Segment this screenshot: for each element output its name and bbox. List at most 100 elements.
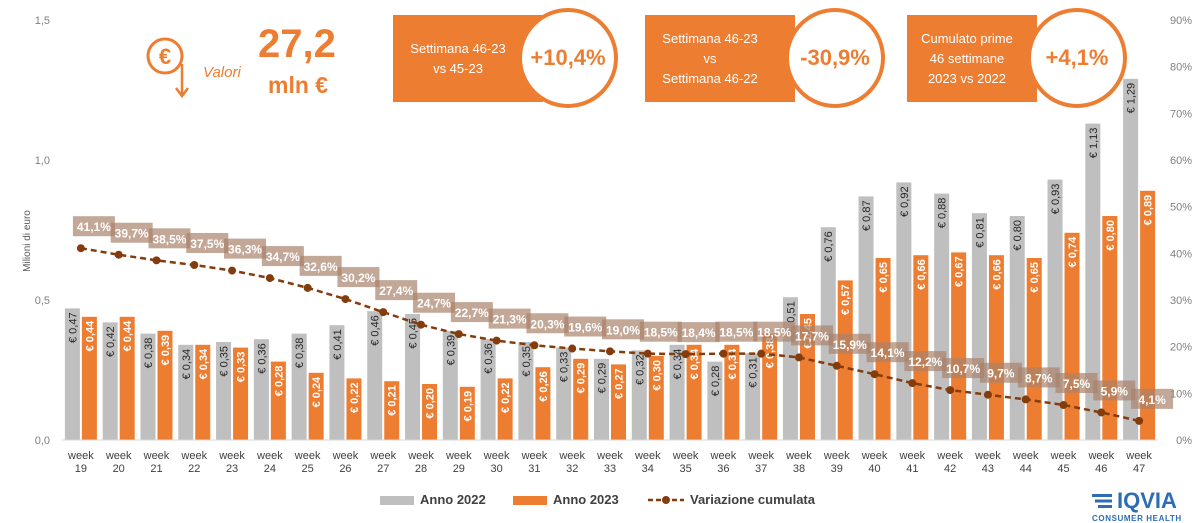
cumulative-label-box bbox=[942, 358, 985, 379]
cumulative-label-box bbox=[526, 313, 569, 334]
bar-2023-label: € 0,22 bbox=[500, 382, 512, 413]
kpi-cumulative-label-2: 46 settimane bbox=[929, 50, 1005, 66]
x-tick-prefix: week bbox=[634, 450, 661, 462]
y-axis-title: Milioni di euro bbox=[22, 210, 33, 272]
bar-2023 bbox=[686, 344, 702, 440]
bar-2022 bbox=[64, 308, 80, 440]
x-tick-label: 45 bbox=[1057, 463, 1069, 475]
cumulative-point bbox=[794, 353, 803, 362]
y2-tick-label: 30% bbox=[1170, 295, 1192, 307]
x-tick-label: 19 bbox=[75, 463, 87, 475]
cumulative-label-box bbox=[979, 362, 1022, 383]
logo-name: IQVIA bbox=[1117, 488, 1177, 513]
bar-2023-label: € 0,66 bbox=[991, 259, 1003, 290]
bar-2023 bbox=[195, 344, 211, 440]
x-tick-label: 31 bbox=[528, 463, 540, 475]
bar-2022 bbox=[442, 330, 458, 440]
bar-2023-label: € 0,65 bbox=[1029, 262, 1041, 293]
cumulative-label-box bbox=[261, 246, 304, 267]
bar-2023-label: € 0,28 bbox=[273, 366, 285, 397]
kpi-cumulative-label-3: 2023 vs 2022 bbox=[927, 70, 1007, 86]
bar-2022-label: € 0,42 bbox=[105, 326, 117, 357]
bar-2022-label: € 0,36 bbox=[483, 343, 495, 374]
bar-2023-label: € 0,30 bbox=[651, 360, 663, 391]
cumulative-point bbox=[870, 370, 879, 379]
cumulative-label-box bbox=[413, 292, 456, 313]
cumulative-label: 36,3% bbox=[228, 243, 262, 257]
bar-2023 bbox=[951, 252, 967, 440]
cumulative-label: 7,5% bbox=[1063, 377, 1091, 391]
y2-tick-label: 0% bbox=[1176, 435, 1192, 447]
bar-2022-label: € 0,81 bbox=[974, 217, 986, 248]
x-tick-label: 43 bbox=[982, 463, 994, 475]
bar-2022-label: € 0,34 bbox=[672, 349, 684, 380]
x-tick-prefix: week bbox=[407, 450, 434, 462]
x-tick-prefix: week bbox=[672, 450, 699, 462]
cumulative-label-box bbox=[866, 342, 909, 363]
bar-2023-label: € 0,44 bbox=[122, 320, 134, 351]
bar-2023 bbox=[308, 372, 324, 440]
cumulative-label-box bbox=[904, 351, 947, 372]
bar-2022 bbox=[858, 196, 874, 440]
svg-text:€: € bbox=[159, 44, 171, 69]
euro-down-arrow-icon: € bbox=[146, 37, 189, 99]
x-tick-prefix: week bbox=[180, 450, 207, 462]
kpi-yoy-box: Settimana 46-23 vs Settimana 46-22 bbox=[645, 15, 795, 102]
bar-2023-label: € 0,33 bbox=[236, 352, 248, 383]
cumulative-label: 10,7% bbox=[946, 362, 980, 376]
cumulative-label-box bbox=[564, 316, 607, 337]
cumulative-point bbox=[530, 341, 539, 350]
y-tick-label: 0,0 bbox=[35, 435, 50, 447]
y2-tick-label: 20% bbox=[1170, 342, 1192, 354]
bar-2023 bbox=[422, 384, 438, 440]
bar-2022 bbox=[367, 311, 383, 440]
bar-2023 bbox=[724, 344, 740, 440]
x-tick-prefix: week bbox=[974, 450, 1001, 462]
x-tick-prefix: week bbox=[936, 450, 963, 462]
bar-2022 bbox=[518, 342, 534, 440]
bar-2023 bbox=[648, 356, 664, 440]
header-value: 27,2 bbox=[258, 22, 336, 66]
cumulative-label-box bbox=[299, 255, 342, 276]
bar-2023-label: € 0,34 bbox=[198, 348, 210, 379]
bar-2022 bbox=[1085, 123, 1101, 440]
bar-2022-label: € 0,34 bbox=[181, 349, 193, 380]
x-tick-prefix: week bbox=[1125, 450, 1152, 462]
cumulative-label: 9,7% bbox=[987, 367, 1015, 381]
bar-2023 bbox=[573, 358, 589, 440]
cumulative-point bbox=[303, 283, 312, 292]
bar-2023 bbox=[346, 378, 362, 440]
x-tick-prefix: week bbox=[823, 450, 850, 462]
bar-2023-label: € 0,24 bbox=[311, 376, 323, 407]
bar-2023 bbox=[837, 280, 853, 440]
cumulative-point bbox=[341, 295, 350, 304]
bar-2023 bbox=[459, 386, 475, 440]
bar-2022 bbox=[934, 193, 950, 440]
bar-2022 bbox=[405, 314, 421, 440]
cumulative-label: 18,5% bbox=[757, 326, 791, 340]
x-tick-label: 44 bbox=[1020, 463, 1032, 475]
cumulative-label-box bbox=[488, 308, 531, 329]
x-tick-prefix: week bbox=[294, 450, 321, 462]
cumulative-point bbox=[454, 330, 463, 339]
bars-layer bbox=[64, 78, 1156, 441]
x-tick-label: 33 bbox=[604, 463, 616, 475]
x-tick-label: 24 bbox=[264, 463, 276, 475]
bar-2022-label: 0,51 bbox=[785, 301, 797, 322]
bar-2023-label: € 0,80 bbox=[1105, 220, 1117, 251]
cumulative-label: 41,1% bbox=[77, 220, 111, 234]
x-tick-prefix: week bbox=[483, 450, 510, 462]
iqvia-stripes-icon bbox=[1092, 494, 1112, 508]
cumulative-label-box bbox=[148, 228, 191, 249]
x-tick-label: 22 bbox=[188, 463, 200, 475]
bar-2022 bbox=[1047, 179, 1063, 440]
kpi-weekly-value: +10,4% bbox=[518, 8, 618, 108]
bar-2023-label: € 0,21 bbox=[387, 385, 399, 416]
bar-2022-label: € 0,35 bbox=[219, 346, 231, 377]
cumulative-label: 8,7% bbox=[1025, 371, 1053, 385]
bar-2023 bbox=[762, 333, 778, 440]
axes-layer: 0,0 0,5 1,0 1,5 0% 10% 20% 30% 40% 50% 60% 70% 80% 90… bbox=[35, 15, 1193, 475]
bar-2022-label: € 0,87 bbox=[861, 200, 873, 231]
x-tick-label: 28 bbox=[415, 463, 427, 475]
